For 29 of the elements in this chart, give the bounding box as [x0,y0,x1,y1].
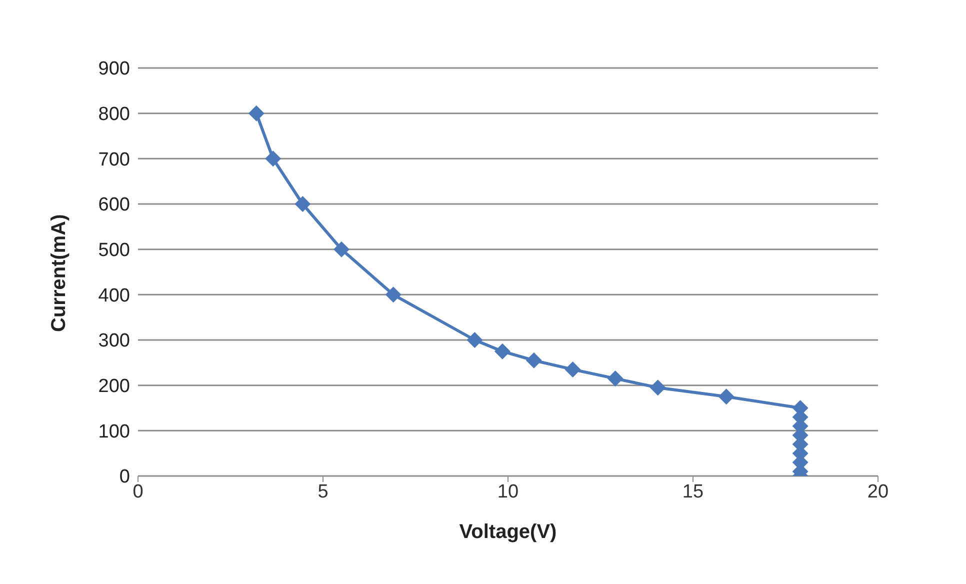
y-axis-title: Current(mA) [48,214,70,332]
x-tick-label: 10 [497,481,519,502]
y-tick-label: 100 [98,421,130,442]
point [494,343,510,360]
y-tick-label: 600 [98,194,130,216]
y-tick-label: 900 [98,58,130,80]
y-tick-label: 700 [98,149,130,170]
point [294,196,311,212]
point [607,370,624,387]
y-tick-label: 400 [98,285,130,306]
point [718,388,734,405]
point [334,241,350,258]
point [265,150,282,167]
point [248,105,264,122]
x-axis-title: Voltage(V) [459,521,557,543]
y-tick-label: 0 [119,466,130,488]
x-tick-label: 0 [132,481,144,502]
point [385,286,402,303]
y-tick-label: 300 [98,330,130,352]
point [526,352,542,368]
y-tick-label: 200 [98,376,130,398]
point [650,380,666,396]
point [564,361,581,378]
x-tick-label: 20 [867,481,889,502]
x-tick-label: 15 [682,481,704,502]
y-tick-label: 500 [98,240,130,262]
point [466,332,483,348]
y-tick-label: 800 [98,104,130,126]
x-tick-label: 5 [318,481,328,502]
